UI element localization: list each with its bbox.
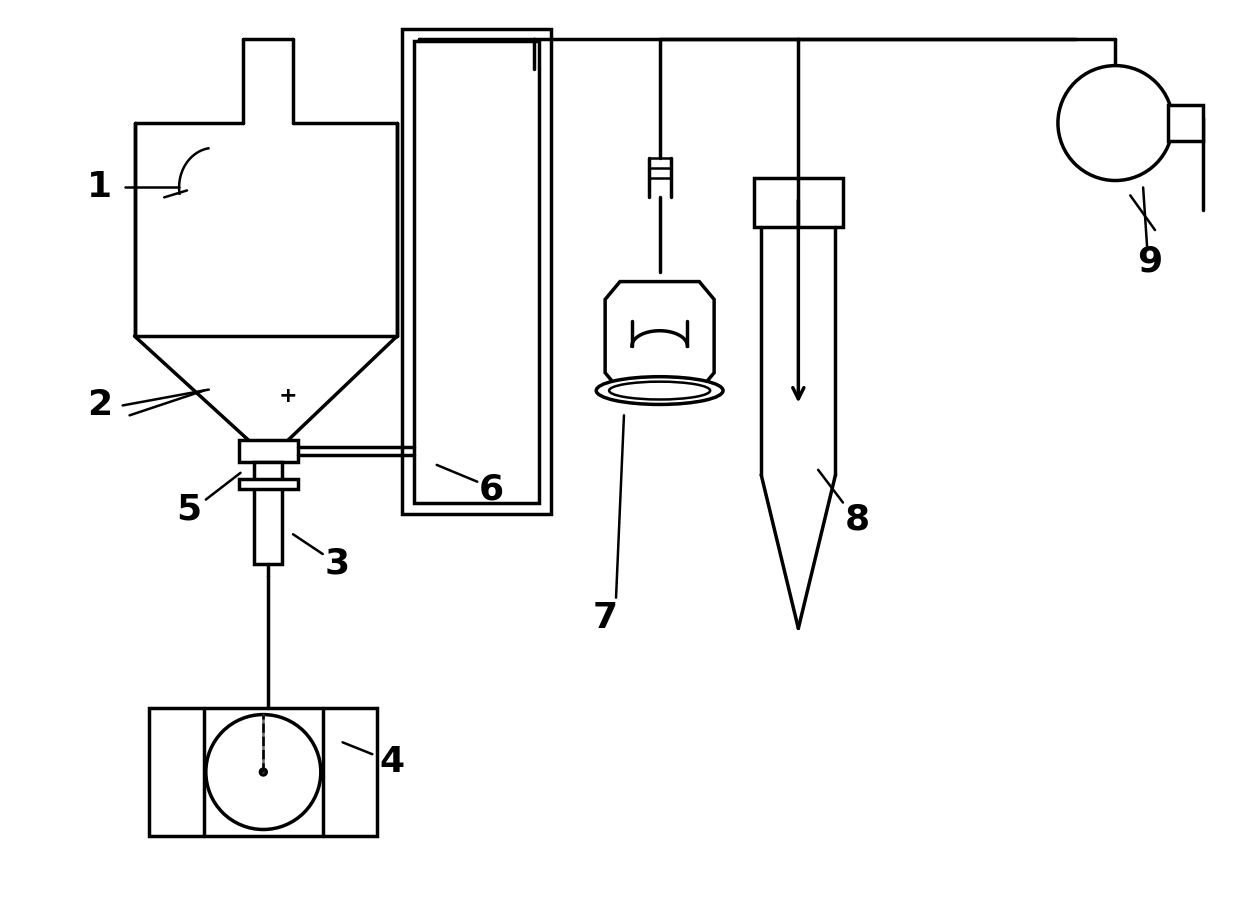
Bar <box>402 29 551 514</box>
Polygon shape <box>605 281 714 391</box>
Circle shape <box>206 715 321 830</box>
Text: 9: 9 <box>1137 244 1163 279</box>
Bar <box>238 440 298 462</box>
Text: 3: 3 <box>325 547 350 581</box>
Bar <box>414 41 538 502</box>
Bar <box>238 479 298 489</box>
Text: 5: 5 <box>176 492 202 527</box>
Bar <box>754 177 843 227</box>
Text: 6: 6 <box>479 472 503 507</box>
Circle shape <box>259 768 268 776</box>
Ellipse shape <box>609 382 711 399</box>
Circle shape <box>1058 65 1173 180</box>
Bar <box>1168 105 1203 141</box>
Text: 4: 4 <box>379 745 404 779</box>
Ellipse shape <box>596 376 723 405</box>
Bar <box>254 462 283 564</box>
Text: 1: 1 <box>87 170 113 205</box>
Text: +: + <box>279 386 298 405</box>
Bar <box>149 708 377 836</box>
Text: 7: 7 <box>593 602 618 635</box>
Text: 8: 8 <box>846 502 870 537</box>
Text: 2: 2 <box>87 388 113 423</box>
